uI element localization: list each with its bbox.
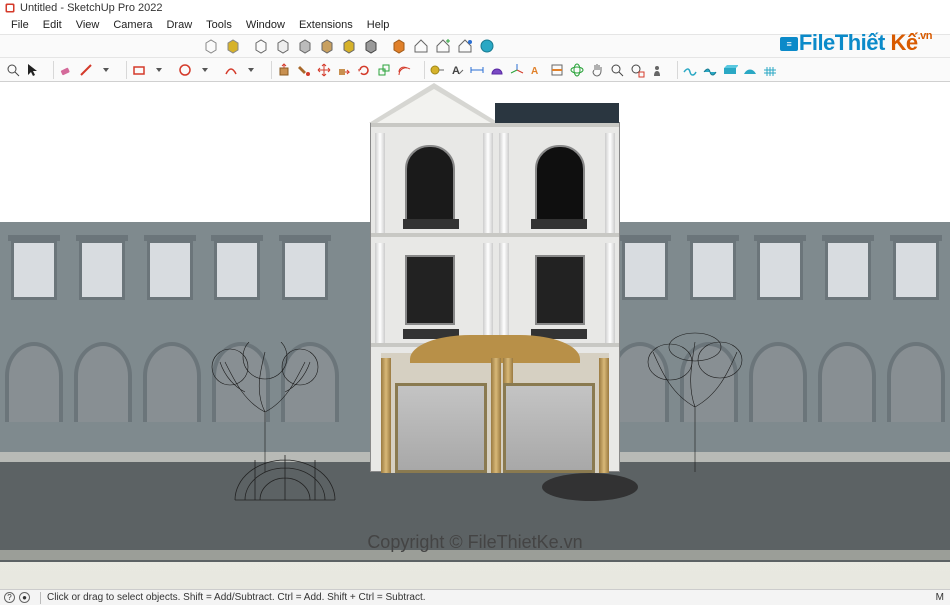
orbit-icon[interactable] bbox=[568, 61, 586, 79]
watermark-vn: .vn bbox=[918, 30, 932, 42]
select-tool-icon[interactable] bbox=[24, 61, 42, 79]
tree-left bbox=[200, 342, 330, 472]
style-backedges-icon[interactable] bbox=[224, 37, 242, 55]
sandbox1-icon[interactable] bbox=[681, 61, 699, 79]
status-user-icon[interactable]: ● bbox=[19, 592, 30, 603]
line-dropdown-icon[interactable] bbox=[97, 61, 115, 79]
window-title: Untitled - SketchUp Pro 2022 bbox=[20, 2, 162, 14]
circle-tool-icon[interactable] bbox=[176, 61, 194, 79]
watermark-pre: File bbox=[799, 30, 835, 55]
arc-dropdown-icon[interactable] bbox=[242, 61, 260, 79]
style-mono-icon[interactable] bbox=[340, 37, 358, 55]
title-bar: Untitled - SketchUp Pro 2022 bbox=[0, 0, 950, 16]
style-hidden-icon[interactable] bbox=[274, 37, 292, 55]
move-tool-icon[interactable] bbox=[315, 61, 333, 79]
sandbox3-icon[interactable] bbox=[721, 61, 739, 79]
menu-camera[interactable]: Camera bbox=[106, 19, 159, 31]
menu-view[interactable]: View bbox=[69, 19, 107, 31]
villa-model bbox=[370, 122, 620, 472]
house-plus-icon[interactable] bbox=[434, 37, 452, 55]
protractor-icon[interactable] bbox=[488, 61, 506, 79]
shapes-dropdown-icon[interactable] bbox=[150, 61, 168, 79]
sandbox4-icon[interactable] bbox=[741, 61, 759, 79]
house-share-icon[interactable] bbox=[456, 37, 474, 55]
style-wire-icon[interactable] bbox=[252, 37, 270, 55]
model-viewport[interactable]: Copyright © FileThietKe.vn bbox=[0, 82, 950, 589]
style-shaded-tex-icon[interactable] bbox=[318, 37, 336, 55]
menu-window[interactable]: Window bbox=[239, 19, 292, 31]
menu-edit[interactable]: Edit bbox=[36, 19, 69, 31]
circle-dropdown-icon[interactable] bbox=[196, 61, 214, 79]
menu-help[interactable]: Help bbox=[360, 19, 397, 31]
sandbox2-icon[interactable] bbox=[701, 61, 719, 79]
dimension-icon[interactable] bbox=[468, 61, 486, 79]
lookaround-icon[interactable] bbox=[648, 61, 666, 79]
large-toolset: A A bbox=[0, 58, 950, 82]
eraser-icon[interactable] bbox=[57, 61, 75, 79]
status-bar: ? ● Click or drag to select objects. Shi… bbox=[0, 589, 950, 605]
pan-icon[interactable] bbox=[588, 61, 606, 79]
menu-extensions[interactable]: Extensions bbox=[292, 19, 360, 31]
menu-tools[interactable]: Tools bbox=[199, 19, 239, 31]
road bbox=[0, 462, 950, 562]
rotate-icon[interactable] bbox=[355, 61, 373, 79]
line-tool-icon[interactable] bbox=[77, 61, 95, 79]
tape-icon[interactable] bbox=[428, 61, 446, 79]
app-logo-icon bbox=[4, 2, 16, 14]
watermark-icon: ≡ bbox=[780, 37, 798, 51]
style-shaded-icon[interactable] bbox=[296, 37, 314, 55]
shadow-blob bbox=[540, 467, 640, 502]
rectangle-tool-icon[interactable] bbox=[130, 61, 148, 79]
status-hint: Click or drag to select objects. Shift =… bbox=[47, 592, 426, 603]
offset-icon[interactable] bbox=[395, 61, 413, 79]
watermark-logo: ≡FileThiết Kế.vn bbox=[780, 30, 932, 56]
style-mono2-icon[interactable] bbox=[362, 37, 380, 55]
house-icon[interactable] bbox=[412, 37, 430, 55]
menu-file[interactable]: File bbox=[4, 19, 36, 31]
zoom-icon[interactable] bbox=[608, 61, 626, 79]
warehouse-icon[interactable] bbox=[390, 37, 408, 55]
arc-tool-icon[interactable] bbox=[222, 61, 240, 79]
status-measure-label: M bbox=[936, 592, 944, 603]
3dtext-icon[interactable]: A bbox=[528, 61, 546, 79]
svg-text:A: A bbox=[452, 65, 460, 77]
style-xray-icon[interactable] bbox=[202, 37, 220, 55]
paint-icon[interactable] bbox=[295, 61, 313, 79]
search-icon[interactable] bbox=[4, 61, 22, 79]
globe-icon[interactable] bbox=[478, 37, 496, 55]
section-icon[interactable] bbox=[548, 61, 566, 79]
scale-icon[interactable] bbox=[375, 61, 393, 79]
followme-icon[interactable] bbox=[335, 61, 353, 79]
axes-icon[interactable] bbox=[508, 61, 526, 79]
watermark-k: Kế bbox=[890, 30, 917, 55]
gutter bbox=[0, 550, 950, 560]
sandbox5-icon[interactable] bbox=[761, 61, 779, 79]
tree-right bbox=[630, 332, 760, 472]
zoom-extents-icon[interactable] bbox=[628, 61, 646, 79]
watermark-mid: Thiết bbox=[835, 30, 891, 55]
pushpull-icon[interactable] bbox=[275, 61, 293, 79]
svg-text:A: A bbox=[531, 66, 538, 77]
status-info-icon[interactable]: ? bbox=[4, 592, 15, 603]
text-tool-icon[interactable]: A bbox=[448, 61, 466, 79]
menu-draw[interactable]: Draw bbox=[159, 19, 199, 31]
